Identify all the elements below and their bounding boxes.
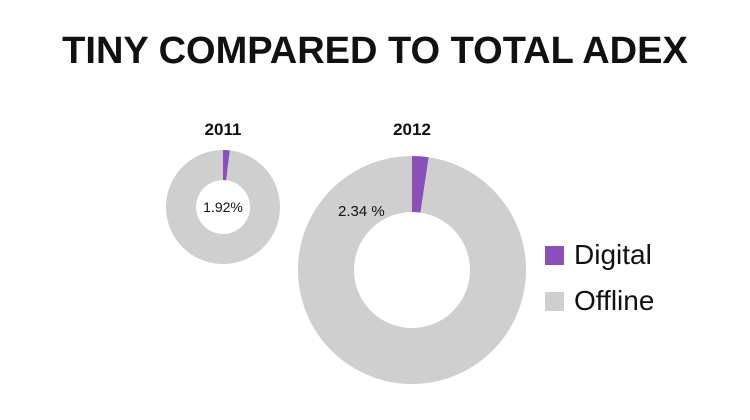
legend-item-offline: Offline [545,278,654,324]
data-label-2011: 1.92% [203,199,243,215]
donut-2012: 2012 2.34 % [298,120,526,384]
year-label-2011: 2011 [205,120,242,139]
legend-item-digital: Digital [545,232,654,278]
legend-label-offline: Offline [574,285,655,316]
legend-swatch-offline [545,291,564,311]
donut-2011: 2011 1.92% [166,120,281,264]
slice-2011-digital [223,150,230,181]
year-label-2012: 2012 [393,120,431,139]
slice-2012-digital [412,156,429,213]
data-label-2012: 2.34 % [338,203,385,220]
legend: Digital Offline [545,232,654,324]
legend-swatch-digital [545,245,564,265]
slice-2012-offline [298,156,526,384]
chart-title: TINY COMPARED TO TOTAL ADEX [62,30,688,72]
slice-2011-offline [166,150,281,264]
legend-label-digital: Digital [574,239,652,270]
